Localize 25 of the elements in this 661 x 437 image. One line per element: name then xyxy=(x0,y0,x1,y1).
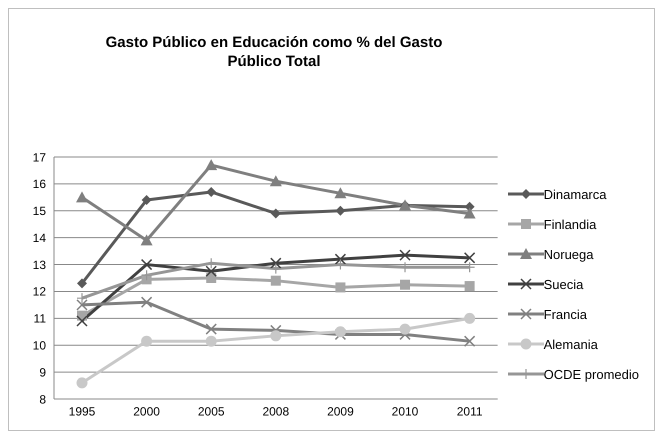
y-tick-label: 8 xyxy=(39,392,46,406)
y-tick-label: 16 xyxy=(32,177,46,192)
legend-label: Noruega xyxy=(544,246,594,262)
legend-label: Suecia xyxy=(544,276,584,292)
y-tick-label: 17 xyxy=(32,150,46,164)
x-tick-label: 2009 xyxy=(327,404,354,419)
legend-label: Dinamarca xyxy=(544,186,606,202)
y-tick-label: 12 xyxy=(32,284,46,299)
chart-title: Gasto Público en Educación como % del Gasto Público Total xyxy=(104,33,444,71)
x-tick-label: 2005 xyxy=(198,404,225,419)
y-tick-label: 11 xyxy=(34,312,46,326)
x-tick-label: 1995 xyxy=(68,404,96,419)
legend-label: OCDE promedio xyxy=(544,366,639,382)
legend-label: Finlandia xyxy=(544,216,596,232)
legend-label: Alemania xyxy=(544,336,598,352)
x-tick-label: 2008 xyxy=(262,404,290,419)
legend-label: Francia xyxy=(544,306,587,322)
y-tick-label: 10 xyxy=(32,338,46,352)
y-tick-label: 14 xyxy=(32,230,46,245)
x-tick-label: 2011 xyxy=(456,404,483,419)
y-tick-label: 13 xyxy=(32,258,46,272)
y-tick-label: 15 xyxy=(32,204,46,218)
x-tick-label: 2000 xyxy=(133,404,160,419)
y-tick-label: 9 xyxy=(39,365,46,380)
x-tick-label: 2010 xyxy=(392,404,419,419)
